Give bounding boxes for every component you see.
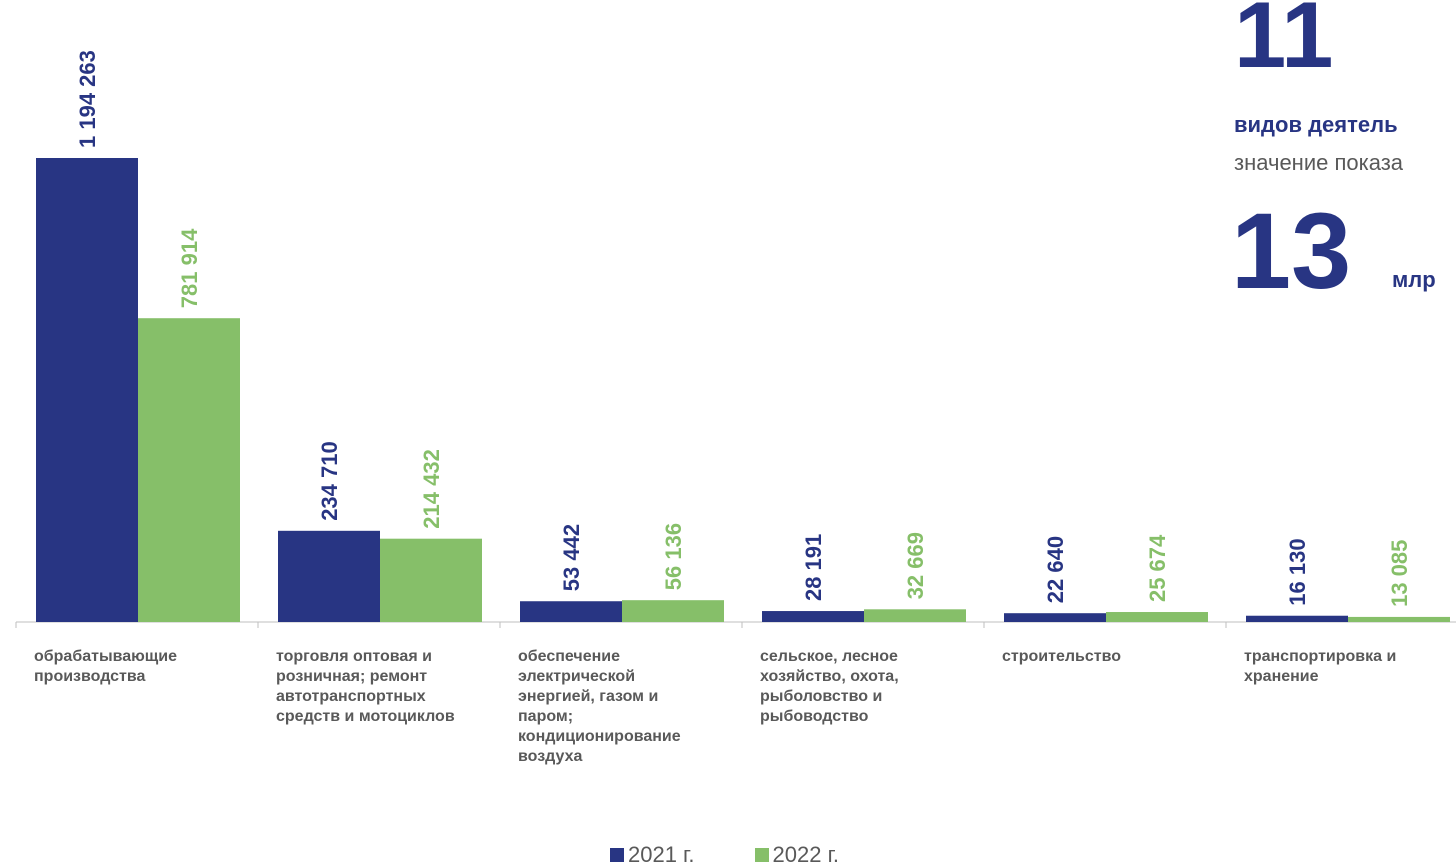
category-label-4: сельское, лесное хозяйство, охота, рыболов…: [760, 647, 1000, 727]
activity-count: 11: [1234, 0, 1334, 87]
legend: 2021 г. 2022 г.: [610, 842, 839, 868]
value-label-2021-3: 53 442: [559, 524, 584, 591]
bar-2021-5: [1004, 613, 1106, 622]
value-label-2022-6: 13 085: [1387, 540, 1412, 607]
bar-2022-5: [1106, 612, 1208, 622]
value-label-2022-5: 25 674: [1145, 534, 1170, 602]
category-label-1: обрабатывающие производства: [34, 647, 274, 687]
amount-number: 13: [1231, 190, 1352, 311]
category-label-line: электрической: [518, 668, 636, 685]
amount-unit: млр: [1392, 267, 1436, 292]
bar-2021-1: [36, 158, 138, 622]
category-label-line: рыбоводство: [760, 708, 869, 725]
category-label-line: паром;: [518, 708, 574, 725]
bar-2021-2: [278, 530, 380, 622]
category-label-line: производства: [34, 668, 146, 685]
activity-count-caption: видов деятель: [1234, 112, 1398, 137]
bar-2022-1: [138, 318, 240, 622]
bar-2021-4: [762, 611, 864, 622]
category-label-line: сельское, лесное: [760, 648, 898, 665]
category-label-line: рыболовство и: [760, 688, 883, 705]
value-label-2022-3: 56 136: [661, 523, 686, 590]
category-label-line: хозяйство, охота,: [760, 668, 899, 685]
x-axis-ticks: [15, 622, 1227, 628]
category-label-line: торговля оптовая и: [276, 648, 432, 665]
category-label-line: средств и мотоциклов: [276, 708, 455, 725]
category-label-line: транспортировка и: [1244, 648, 1397, 665]
category-label-line: автотранспортных: [276, 688, 426, 705]
value-labels-group: 1 194 263 781 914 234 710 214 432 53 442 56 1…: [75, 50, 1412, 607]
value-label-2021-1: 1 194 263: [75, 50, 100, 148]
category-label-line: хранение: [1244, 668, 1319, 685]
bars-group: [36, 158, 1450, 622]
legend-item-2022: 2022 г.: [754, 842, 840, 868]
legend-item-2021: 2021 г.: [610, 842, 695, 868]
value-label-2021-2: 234 710: [317, 441, 342, 521]
value-label-2022-4: 32 669: [903, 532, 928, 599]
bar-2022-4: [864, 609, 966, 622]
category-label-line: обрабатывающие: [34, 648, 178, 665]
bar-2021-3: [520, 601, 622, 622]
legend-label-2022: 2022 г.: [772, 842, 840, 867]
value-label-2022-2: 214 432: [419, 449, 444, 529]
legend-swatch-2021: [610, 848, 624, 862]
category-label-line: обеспечение: [518, 648, 620, 665]
legend-swatch-2022: [754, 848, 769, 862]
category-label-line: воздуха: [518, 748, 583, 765]
category-label-2: торговля оптовая и розничная; ремонт автот…: [276, 647, 516, 727]
value-label-2021-6: 16 130: [1285, 538, 1310, 605]
bar-2022-6: [1348, 616, 1450, 622]
bar-2021-6: [1246, 615, 1348, 622]
value-label-2022-1: 781 914: [177, 228, 202, 308]
bar-2022-3: [622, 600, 724, 622]
category-label-line: розничная; ремонт: [276, 668, 428, 685]
category-label-5: строительство: [1002, 647, 1242, 667]
value-label-2021-5: 22 640: [1043, 536, 1068, 603]
indicator-caption: значение показа: [1234, 150, 1404, 175]
value-label-2021-4: 28 191: [801, 534, 826, 601]
category-label-line: строительство: [1002, 648, 1121, 665]
category-label-line: кондиционирование: [518, 728, 681, 745]
category-label-line: энергией, газом и: [518, 688, 659, 705]
legend-label-2021: 2021 г.: [628, 842, 695, 867]
bar-2022-2: [380, 538, 482, 622]
category-label-3: обеспечение электрической энергией, газом …: [518, 647, 758, 767]
category-label-6: транспортировка и хранение: [1244, 647, 1456, 687]
